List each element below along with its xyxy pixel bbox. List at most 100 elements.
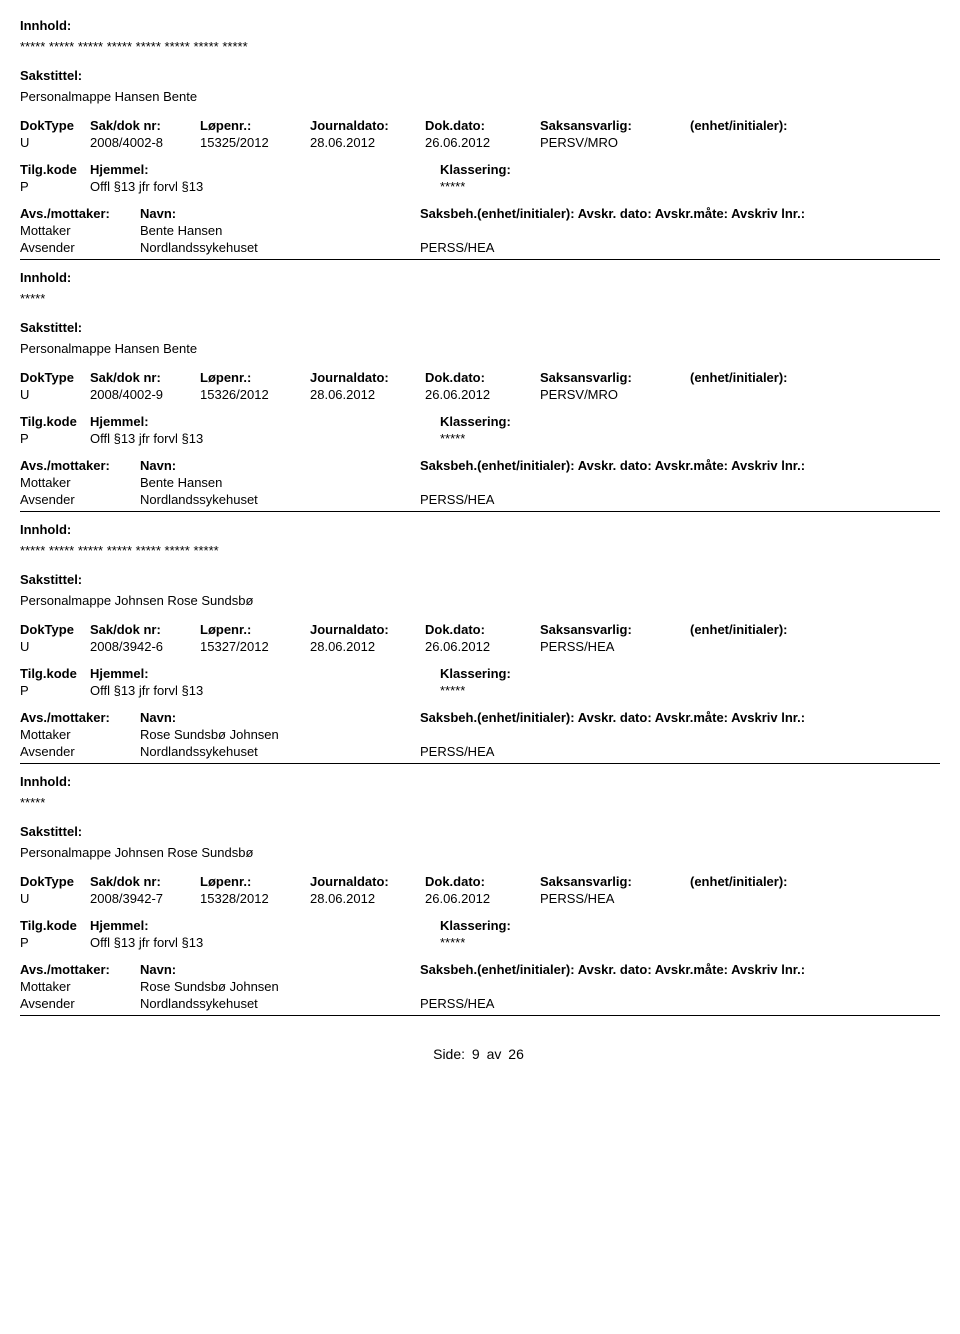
avsender-label: Avsender bbox=[20, 996, 140, 1011]
saksbeh-header: Saksbeh.(enhet/initialer): Avskr. dato: … bbox=[420, 962, 940, 977]
navn-header: Navn: bbox=[140, 458, 420, 473]
sakdok-header: Sak/dok nr: bbox=[90, 874, 200, 889]
sakstittel-text: Personalmappe Johnsen Rose Sundsbø bbox=[20, 593, 940, 608]
tilgkode-value: P bbox=[20, 935, 90, 950]
navn-header: Navn: bbox=[140, 710, 420, 725]
hjemmel-value: Offl §13 jfr forvl §13 bbox=[90, 683, 440, 698]
page-current: 9 bbox=[472, 1046, 480, 1062]
journaldato-header: Journaldato: bbox=[310, 622, 425, 637]
journal-record: Innhold: ***** ***** ***** ***** ***** *… bbox=[20, 522, 940, 764]
doktype-value: U bbox=[20, 135, 90, 150]
doktype-value: U bbox=[20, 387, 90, 402]
klassering-value: ***** bbox=[440, 683, 940, 698]
mottaker-label: Mottaker bbox=[20, 727, 140, 742]
avsender-row: Avsender Nordlandssykehuset PERSS/HEA bbox=[20, 492, 940, 507]
saksbeh-header: Saksbeh.(enhet/initialer): Avskr. dato: … bbox=[420, 710, 940, 725]
dokdato-value: 26.06.2012 bbox=[425, 639, 540, 654]
journaldato-value: 28.06.2012 bbox=[310, 135, 425, 150]
lopenr-value: 15327/2012 bbox=[200, 639, 310, 654]
party-header-row: Avs./mottaker: Navn: Saksbeh.(enhet/init… bbox=[20, 206, 940, 221]
klassering-header: Klassering: bbox=[440, 918, 940, 933]
journaldato-value: 28.06.2012 bbox=[310, 387, 425, 402]
lopenr-value: 15328/2012 bbox=[200, 891, 310, 906]
sakdok-value: 2008/3942-6 bbox=[90, 639, 200, 654]
journaldato-value: 28.06.2012 bbox=[310, 891, 425, 906]
sakdok-value: 2008/3942-7 bbox=[90, 891, 200, 906]
journal-record: Innhold: ***** Sakstittel: Personalmappe… bbox=[20, 270, 940, 512]
klassering-value: ***** bbox=[440, 935, 940, 950]
dokdato-header: Dok.dato: bbox=[425, 622, 540, 637]
hjemmel-value: Offl §13 jfr forvl §13 bbox=[90, 431, 440, 446]
sakstittel-label: Sakstittel: bbox=[20, 68, 940, 83]
dokdato-header: Dok.dato: bbox=[425, 118, 540, 133]
dokdato-header: Dok.dato: bbox=[425, 370, 540, 385]
sakstittel-label: Sakstittel: bbox=[20, 572, 940, 587]
avsmottaker-header: Avs./mottaker: bbox=[20, 458, 140, 473]
saksbeh-header: Saksbeh.(enhet/initialer): Avskr. dato: … bbox=[420, 458, 940, 473]
enhet-header: (enhet/initialer): bbox=[690, 874, 940, 889]
innhold-label: Innhold: bbox=[20, 522, 940, 537]
record-divider bbox=[20, 763, 940, 764]
record-divider bbox=[20, 1015, 940, 1016]
page-footer: Side: 9 av 26 bbox=[20, 1046, 940, 1062]
avsmottaker-header: Avs./mottaker: bbox=[20, 206, 140, 221]
avsender-unit: PERSS/HEA bbox=[420, 744, 940, 759]
tilgkode-header: Tilg.kode bbox=[20, 918, 90, 933]
saksansvarlig-value: PERSV/MRO bbox=[540, 387, 690, 402]
side-label: Side: bbox=[433, 1046, 465, 1062]
lopenr-header: Løpenr.: bbox=[200, 874, 310, 889]
avsender-row: Avsender Nordlandssykehuset PERSS/HEA bbox=[20, 240, 940, 255]
avsender-label: Avsender bbox=[20, 744, 140, 759]
avsender-label: Avsender bbox=[20, 240, 140, 255]
tilgkode-header: Tilg.kode bbox=[20, 162, 90, 177]
klassering-header: Klassering: bbox=[440, 666, 940, 681]
saksansvarlig-value: PERSS/HEA bbox=[540, 639, 690, 654]
sakstittel-text: Personalmappe Hansen Bente bbox=[20, 89, 940, 104]
journaldato-header: Journaldato: bbox=[310, 874, 425, 889]
hjemmel-header: Hjemmel: bbox=[90, 414, 440, 429]
lopenr-header: Løpenr.: bbox=[200, 370, 310, 385]
sakstittel-text: Personalmappe Hansen Bente bbox=[20, 341, 940, 356]
journal-record: Innhold: ***** ***** ***** ***** ***** *… bbox=[20, 18, 940, 260]
doc-header-row: DokType Sak/dok nr: Løpenr.: Journaldato… bbox=[20, 370, 940, 385]
sakdok-value: 2008/4002-9 bbox=[90, 387, 200, 402]
mottaker-row: Mottaker Rose Sundsbø Johnsen bbox=[20, 979, 940, 994]
innhold-text: ***** bbox=[20, 291, 940, 306]
record-divider bbox=[20, 259, 940, 260]
avsender-unit: PERSS/HEA bbox=[420, 492, 940, 507]
page-total: 26 bbox=[508, 1046, 524, 1062]
party-header-row: Avs./mottaker: Navn: Saksbeh.(enhet/init… bbox=[20, 458, 940, 473]
access-header-row: Tilg.kode Hjemmel: Klassering: bbox=[20, 162, 940, 177]
mottaker-label: Mottaker bbox=[20, 979, 140, 994]
saksansvarlig-header: Saksansvarlig: bbox=[540, 118, 690, 133]
lopenr-header: Løpenr.: bbox=[200, 622, 310, 637]
saksbeh-header: Saksbeh.(enhet/initialer): Avskr. dato: … bbox=[420, 206, 940, 221]
lopenr-header: Løpenr.: bbox=[200, 118, 310, 133]
dokdato-value: 26.06.2012 bbox=[425, 387, 540, 402]
access-header-row: Tilg.kode Hjemmel: Klassering: bbox=[20, 666, 940, 681]
sakstittel-label: Sakstittel: bbox=[20, 320, 940, 335]
enhet-header: (enhet/initialer): bbox=[690, 118, 940, 133]
avsender-name: Nordlandssykehuset bbox=[140, 240, 420, 255]
doktype-value: U bbox=[20, 639, 90, 654]
avsender-name: Nordlandssykehuset bbox=[140, 492, 420, 507]
hjemmel-value: Offl §13 jfr forvl §13 bbox=[90, 935, 440, 950]
mottaker-row: Mottaker Bente Hansen bbox=[20, 475, 940, 490]
mottaker-name: Bente Hansen bbox=[140, 475, 420, 490]
tilgkode-value: P bbox=[20, 179, 90, 194]
saksansvarlig-value: PERSV/MRO bbox=[540, 135, 690, 150]
tilgkode-header: Tilg.kode bbox=[20, 666, 90, 681]
journal-record: Innhold: ***** Sakstittel: Personalmappe… bbox=[20, 774, 940, 1016]
sakdok-header: Sak/dok nr: bbox=[90, 118, 200, 133]
avsender-unit: PERSS/HEA bbox=[420, 996, 940, 1011]
record-divider bbox=[20, 511, 940, 512]
avsender-unit: PERSS/HEA bbox=[420, 240, 940, 255]
saksansvarlig-header: Saksansvarlig: bbox=[540, 370, 690, 385]
sakdok-header: Sak/dok nr: bbox=[90, 622, 200, 637]
navn-header: Navn: bbox=[140, 962, 420, 977]
hjemmel-header: Hjemmel: bbox=[90, 162, 440, 177]
lopenr-value: 15326/2012 bbox=[200, 387, 310, 402]
tilgkode-value: P bbox=[20, 683, 90, 698]
enhet-header: (enhet/initialer): bbox=[690, 622, 940, 637]
access-data-row: P Offl §13 jfr forvl §13 ***** bbox=[20, 683, 940, 698]
